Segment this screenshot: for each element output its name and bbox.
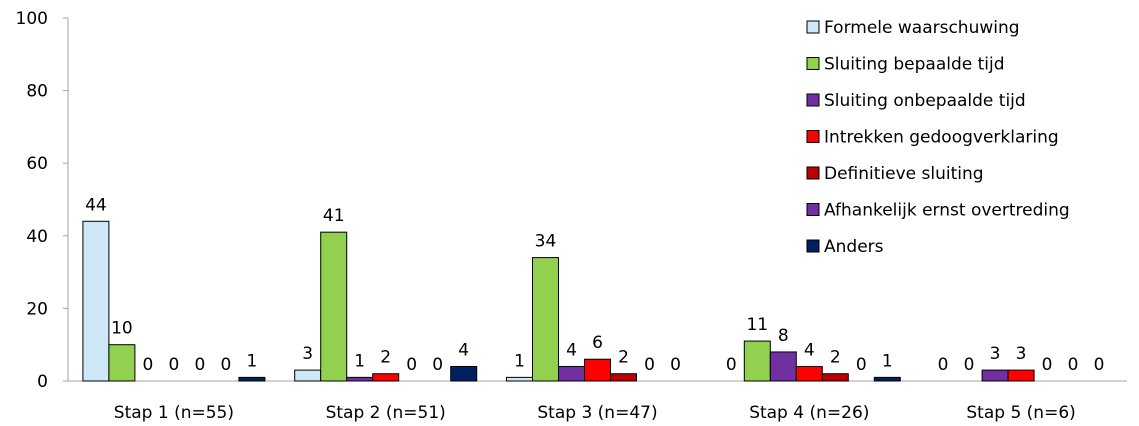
data-label: 0 bbox=[194, 355, 205, 375]
legend-swatch bbox=[806, 166, 820, 180]
x-category-label: Stap 1 (n=55) bbox=[114, 403, 234, 423]
bar bbox=[743, 340, 771, 382]
legend-label: Intrekken gedoogverklaring bbox=[824, 128, 1059, 148]
x-axis-category-labels: Stap 1 (n=55) Stap 2 (n=51) Stap 3 (n=47) S… bbox=[114, 403, 1076, 423]
legend-swatch bbox=[806, 20, 820, 34]
legend-swatch bbox=[806, 203, 820, 216]
bar bbox=[108, 344, 136, 382]
legend-swatch bbox=[806, 57, 820, 70]
bar bbox=[532, 257, 559, 382]
data-label: 0 bbox=[406, 355, 417, 375]
data-label: 34 bbox=[535, 232, 557, 252]
legend-label: Sluiting bepaalde tijd bbox=[824, 55, 1005, 75]
data-label: 1 bbox=[514, 351, 525, 371]
data-label: 0 bbox=[142, 355, 153, 375]
y-axis-ticks: 0 20 40 60 80 100 bbox=[16, 9, 68, 392]
data-label: 0 bbox=[1068, 355, 1079, 375]
data-label: 0 bbox=[726, 355, 737, 375]
data-label: 1 bbox=[354, 351, 365, 371]
data-label: 0 bbox=[168, 355, 179, 375]
data-label: 2 bbox=[830, 348, 841, 368]
data-label: 0 bbox=[670, 355, 681, 375]
data-label: 44 bbox=[85, 195, 107, 215]
data-label: 8 bbox=[778, 326, 789, 346]
bar bbox=[795, 365, 823, 382]
data-label: 41 bbox=[323, 206, 345, 226]
data-label: 3 bbox=[1016, 344, 1027, 364]
legend-label: Formele waarschuwing bbox=[824, 18, 1020, 38]
data-label: 4 bbox=[566, 340, 577, 360]
data-label: 11 bbox=[746, 315, 768, 335]
bar bbox=[372, 373, 400, 382]
bar bbox=[82, 220, 110, 382]
bar bbox=[558, 365, 585, 382]
legend-swatch bbox=[806, 239, 820, 253]
data-label: 3 bbox=[990, 344, 1001, 364]
bar bbox=[450, 365, 478, 382]
data-label: 2 bbox=[380, 348, 391, 368]
bar bbox=[873, 376, 901, 382]
y-tick-label: 20 bbox=[26, 299, 48, 319]
bar bbox=[238, 376, 266, 382]
legend-label: Definitieve sluiting bbox=[824, 164, 984, 184]
bar bbox=[981, 369, 1009, 382]
bar bbox=[769, 351, 797, 382]
data-label: 4 bbox=[458, 340, 469, 360]
x-category-label: Stap 2 (n=51) bbox=[326, 403, 446, 423]
legend-label: Anders bbox=[824, 237, 884, 257]
bar bbox=[346, 376, 374, 382]
bar-series bbox=[82, 220, 1035, 382]
data-label: 0 bbox=[644, 355, 655, 375]
data-label: 1 bbox=[246, 351, 257, 371]
data-label: 0 bbox=[220, 355, 231, 375]
data-label: 10 bbox=[111, 319, 133, 339]
legend: Formele waarschuwing Sluiting bepaalde ti… bbox=[806, 18, 1070, 257]
legend-swatch bbox=[806, 130, 820, 143]
x-category-label: Stap 5 (n=6) bbox=[966, 403, 1075, 423]
data-label: 6 bbox=[592, 333, 603, 353]
data-label: 0 bbox=[1042, 355, 1053, 375]
y-tick-label: 60 bbox=[26, 154, 48, 174]
legend-label: Sluiting onbepaalde tijd bbox=[824, 91, 1026, 111]
data-label: 0 bbox=[856, 355, 867, 375]
data-label: 0 bbox=[938, 355, 949, 375]
y-tick-label: 100 bbox=[16, 9, 48, 29]
data-label: 0 bbox=[1094, 355, 1105, 375]
bar bbox=[294, 369, 322, 382]
bar bbox=[821, 373, 849, 382]
data-label: 2 bbox=[618, 348, 629, 368]
bar bbox=[584, 358, 611, 382]
y-tick-label: 0 bbox=[37, 372, 48, 392]
bar bbox=[506, 376, 533, 382]
data-label: 0 bbox=[432, 355, 443, 375]
x-category-label: Stap 4 (n=26) bbox=[749, 403, 869, 423]
data-label: 4 bbox=[804, 340, 815, 360]
legend-label: Afhankelijk ernst overtreding bbox=[824, 201, 1070, 221]
bar bbox=[320, 231, 348, 382]
x-category-label: Stap 3 (n=47) bbox=[537, 403, 657, 423]
y-tick-label: 80 bbox=[26, 82, 48, 102]
data-label: 3 bbox=[302, 344, 313, 364]
data-label: 1 bbox=[882, 351, 893, 371]
bar bbox=[1007, 369, 1035, 382]
data-label: 0 bbox=[964, 355, 975, 375]
bar bbox=[610, 373, 637, 382]
legend-swatch bbox=[806, 93, 820, 107]
y-tick-label: 40 bbox=[26, 227, 48, 247]
